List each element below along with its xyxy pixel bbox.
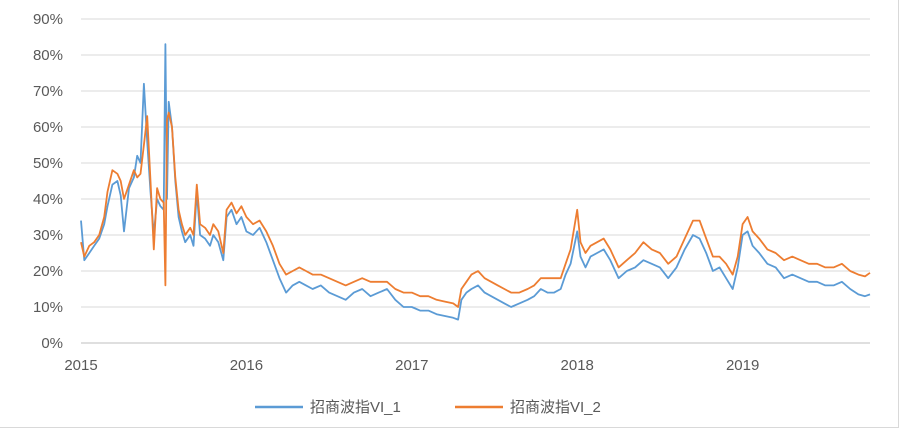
- y-tick-label: 20%: [33, 263, 63, 280]
- y-tick-label: 30%: [33, 227, 63, 244]
- legend-label-series-2: 招商波指VI_2: [510, 399, 601, 416]
- x-tick-label: 2016: [230, 357, 263, 374]
- y-tick-label: 90%: [33, 11, 63, 28]
- y-tick-label: 40%: [33, 191, 63, 208]
- series-line-2: [80, 111, 871, 308]
- series-lines: [80, 43, 871, 321]
- y-tick-label: 60%: [33, 119, 63, 136]
- y-tick-label: 70%: [33, 83, 63, 100]
- legend-label-series-1: 招商波指VI_1: [310, 399, 401, 416]
- y-tick-label: 10%: [33, 299, 63, 316]
- y-tick-label: 50%: [33, 155, 63, 172]
- series-line-1: [80, 43, 871, 321]
- x-tick-label: 2015: [64, 357, 97, 374]
- x-tick-label: 2018: [561, 357, 594, 374]
- y-tick-label: 80%: [33, 47, 63, 64]
- x-tick-label: 2019: [726, 357, 759, 374]
- x-tick-label: 2017: [395, 357, 428, 374]
- legend: 招商波指VI_1 招商波指VI_2: [255, 399, 601, 416]
- y-axis-tick-labels: 0% 10% 20% 30% 40% 50% 60% 70% 80% 90%: [33, 11, 63, 352]
- x-axis-tick-labels: 2015 2016 2017 2018 2019: [64, 357, 759, 374]
- gridlines: [81, 18, 870, 308]
- y-tick-label: 0%: [41, 335, 63, 352]
